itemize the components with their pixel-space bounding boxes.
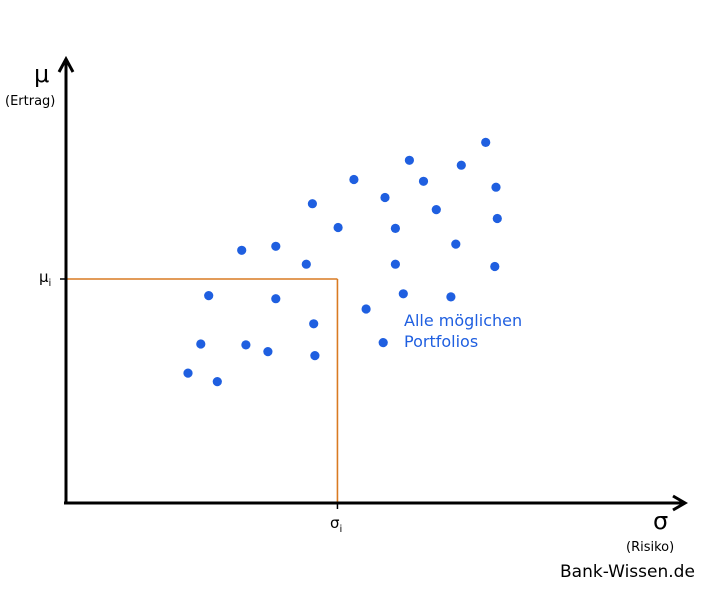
portfolio-point-20 [390,259,400,269]
portfolio-point-18 [380,192,390,203]
portfolio-point-12 [309,319,319,329]
portfolio-point-21 [398,289,408,299]
portfolio-point-7 [263,347,273,357]
portfolio-point-4 [204,291,214,301]
highlight-guides [60,278,339,509]
x-axis-label: (Risiko) [626,540,675,555]
portfolio-point-19 [390,223,400,233]
annotation-line-1: Alle möglichen [404,311,523,330]
portfolio-point-29 [490,261,500,272]
portfolio-point-24 [431,205,441,215]
portfolio-point-31 [492,213,502,224]
portfolio-point-5 [237,245,247,255]
y-axis-arrowhead [57,55,75,73]
y-axis-label: (Ertrag) [5,94,56,109]
portfolio-point-8 [271,294,281,304]
portfolio-point-30 [491,182,501,192]
site-credit: Bank-Wissen.de [560,562,695,582]
portfolio-point-28 [481,137,491,147]
sigma-subscript: i [339,524,343,535]
y-axis-symbol: μ [34,60,50,88]
portfolio-point-11 [307,199,317,209]
mu-subscript: i [48,278,52,289]
portfolio-point-1 [183,368,193,378]
portfolio-point-26 [451,239,461,249]
x-axis-arrowhead [672,494,688,512]
portfolio-point-13 [310,351,320,361]
x-axis-symbol: σ [653,507,669,535]
annotation-line-2: Portfolios [404,332,479,351]
portfolio-point-14 [333,222,343,233]
sigma-symbol: σ [330,514,340,532]
axes [57,55,688,512]
portfolio-point-3 [196,339,206,349]
portfolio-point-17 [378,338,388,348]
portfolio-points [183,137,502,387]
portfolio-point-2 [212,377,222,387]
portfolio-point-6 [241,340,251,350]
portfolio-point-27 [456,160,466,170]
mu-symbol: μ [39,268,49,286]
portfolio-point-23 [418,176,429,186]
sigma-i-tick-label: σi [330,514,342,535]
portfolios-annotation: Alle möglichen Portfolios [404,310,522,352]
portfolio-point-25 [446,292,456,302]
portfolio-point-15 [349,174,359,185]
portfolio-point-9 [271,241,281,251]
portfolio-point-16 [361,304,371,314]
mu-i-tick-label: μi [39,268,51,289]
portfolio-point-10 [301,259,311,269]
portfolio-point-22 [404,155,414,165]
